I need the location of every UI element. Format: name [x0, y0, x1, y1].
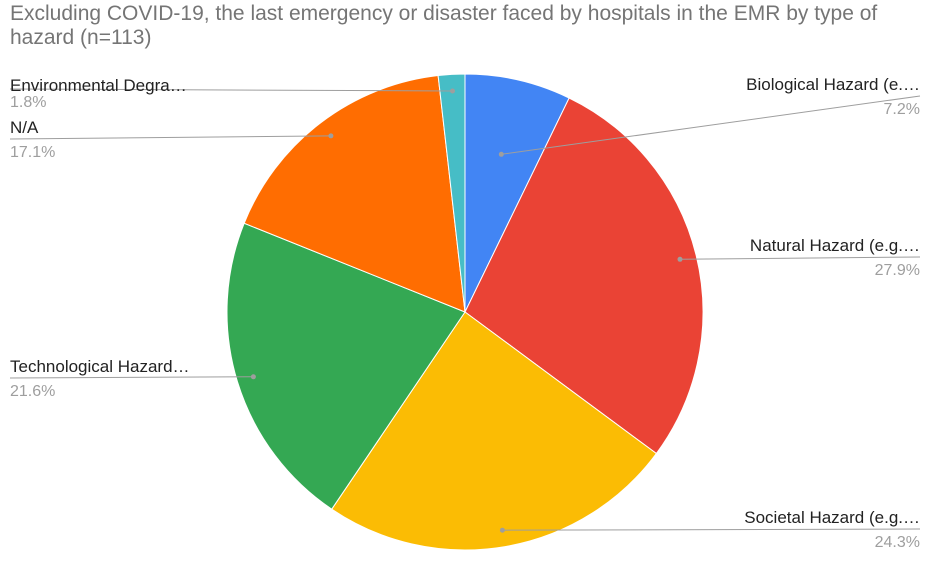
leader-line — [501, 95, 921, 155]
leader-line — [9, 88, 453, 92]
pie-slice — [464, 97, 704, 455]
slice-value-label: 7.2% — [884, 101, 920, 118]
slice-value-label: 27.9% — [875, 262, 920, 279]
pie-slice — [226, 222, 466, 510]
pie-slices — [226, 73, 704, 551]
pie-slice — [437, 73, 466, 313]
chart-title: Excluding COVID-19, the last emergency o… — [10, 2, 878, 49]
slice-label: Technological Hazard… — [10, 357, 190, 376]
pie-slice — [243, 74, 466, 313]
slice-value-label: 24.3% — [875, 534, 920, 551]
slice-value-label: 21.6% — [10, 383, 55, 400]
slice-label: N/A — [10, 118, 39, 137]
leader-line — [9, 135, 331, 140]
slice-label: Societal Hazard (e.g.… — [744, 508, 920, 527]
slice-label: Biological Hazard (e.… — [746, 75, 920, 94]
leader-line — [502, 528, 921, 531]
pie-slice — [464, 73, 570, 313]
slice-label: Natural Hazard (e.g.… — [750, 236, 920, 255]
leader-dot — [499, 527, 505, 533]
leader-dot — [677, 256, 683, 262]
slice-value-label: 17.1% — [10, 144, 55, 161]
slice-value-label: 1.8% — [10, 94, 46, 111]
leader-line — [679, 256, 921, 260]
leader-dot — [450, 88, 455, 94]
leader-dot — [498, 151, 504, 157]
pie-slice — [331, 311, 658, 551]
pie-labels: Biological Hazard (e.… 7.2% Natural Hazard… — [9, 75, 921, 551]
leader-dot — [328, 133, 334, 139]
leader-line — [9, 376, 254, 379]
slice-label: Environmental Degra… — [10, 76, 187, 95]
leader-dot — [250, 374, 256, 380]
